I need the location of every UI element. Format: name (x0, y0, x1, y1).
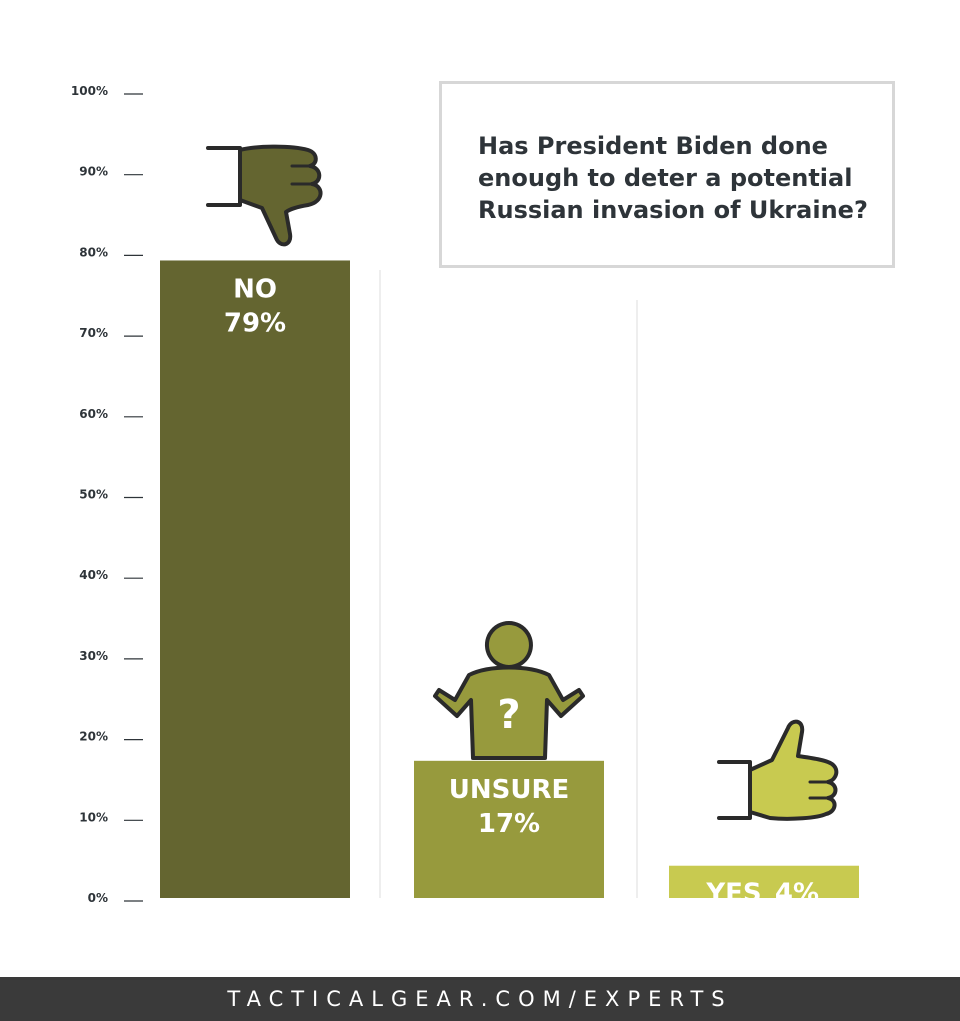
chart-title: Has President Biden done enough to deter… (478, 132, 868, 224)
y-tick-label: 80% (79, 245, 108, 259)
y-tick-label: 90% (79, 165, 108, 179)
bar-value-label: 79% (224, 308, 286, 338)
thumbs-down-icon (206, 144, 323, 247)
bar-category-label: YES (705, 879, 761, 909)
bar-unsure (414, 760, 604, 898)
bar-chart-svg: 0% 10% 20% 30% 40% 50% 60% 70% 80% 90% 100% NO 79% UN… (70, 84, 859, 909)
bar-value-label: 17% (478, 809, 540, 839)
y-tick-label: 20% (79, 730, 108, 744)
y-tick-label: 70% (79, 326, 108, 340)
bar-category-label: NO (233, 274, 277, 304)
y-tick-label: 0% (88, 891, 108, 905)
y-tick-label: 30% (79, 649, 108, 663)
y-tick-label: 10% (79, 810, 108, 824)
y-tick-label: 60% (79, 407, 108, 421)
bar-value-label: 4% (775, 879, 819, 909)
shrugging-person-icon (433, 621, 585, 760)
y-tick-label: 40% (79, 568, 108, 582)
y-tick-label: 100% (71, 84, 108, 98)
bar-no (160, 260, 350, 899)
chart: 0% 10% 20% 30% 40% 50% 60% 70% 80% 90% 100% NO 79% UN… (70, 81, 895, 909)
question-mark: ? (497, 692, 520, 738)
bar-category-label: UNSURE (449, 775, 570, 805)
thumbs-up-icon (717, 719, 839, 821)
footer-url: TACTICALGEAR.COM/EXPERTS (227, 987, 733, 1011)
chart-title-box: Has President Biden done enough to deter… (439, 81, 895, 268)
bar-yes (669, 865, 859, 898)
footer-bar: TACTICALGEAR.COM/EXPERTS (0, 977, 960, 1021)
y-tick-label: 50% (79, 488, 108, 502)
